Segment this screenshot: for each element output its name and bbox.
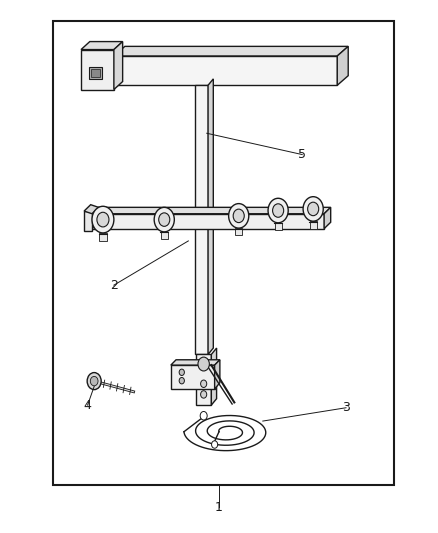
Polygon shape (324, 207, 331, 229)
Bar (171, 365, 215, 389)
Circle shape (97, 212, 109, 227)
Text: 2: 2 (110, 279, 118, 292)
Bar (275, 223, 282, 230)
Circle shape (92, 206, 114, 233)
Bar (310, 221, 317, 229)
Bar (81, 50, 114, 90)
Text: 4: 4 (84, 399, 92, 411)
Circle shape (268, 198, 288, 223)
Circle shape (233, 209, 244, 223)
Polygon shape (114, 46, 348, 56)
Bar (91, 69, 100, 77)
Polygon shape (81, 42, 123, 50)
Bar (161, 232, 168, 239)
Polygon shape (92, 207, 331, 214)
Circle shape (154, 207, 174, 232)
Circle shape (303, 197, 323, 221)
Circle shape (200, 411, 207, 420)
Polygon shape (92, 207, 99, 229)
Bar (99, 233, 107, 241)
Text: 3: 3 (342, 401, 350, 414)
Circle shape (198, 357, 209, 371)
Bar (114, 56, 337, 85)
Circle shape (179, 377, 184, 384)
Bar (89, 67, 102, 79)
Polygon shape (171, 360, 220, 365)
Bar (84, 211, 92, 231)
Circle shape (201, 380, 207, 387)
Polygon shape (215, 360, 220, 389)
Polygon shape (114, 42, 123, 90)
Bar (196, 354, 211, 405)
Circle shape (179, 369, 184, 375)
Bar (53, 21, 394, 485)
Circle shape (87, 373, 101, 390)
Polygon shape (84, 205, 99, 214)
Text: 5: 5 (298, 148, 306, 161)
Circle shape (159, 213, 170, 227)
Bar (195, 85, 208, 354)
Circle shape (307, 202, 319, 216)
Circle shape (229, 204, 249, 228)
Circle shape (272, 204, 284, 217)
Circle shape (212, 441, 218, 448)
Polygon shape (337, 46, 348, 85)
Bar (92, 214, 324, 229)
Polygon shape (211, 348, 216, 405)
Text: 1: 1 (215, 501, 223, 514)
Circle shape (201, 391, 207, 398)
Bar (235, 228, 242, 236)
Polygon shape (208, 79, 213, 354)
Circle shape (90, 376, 98, 386)
